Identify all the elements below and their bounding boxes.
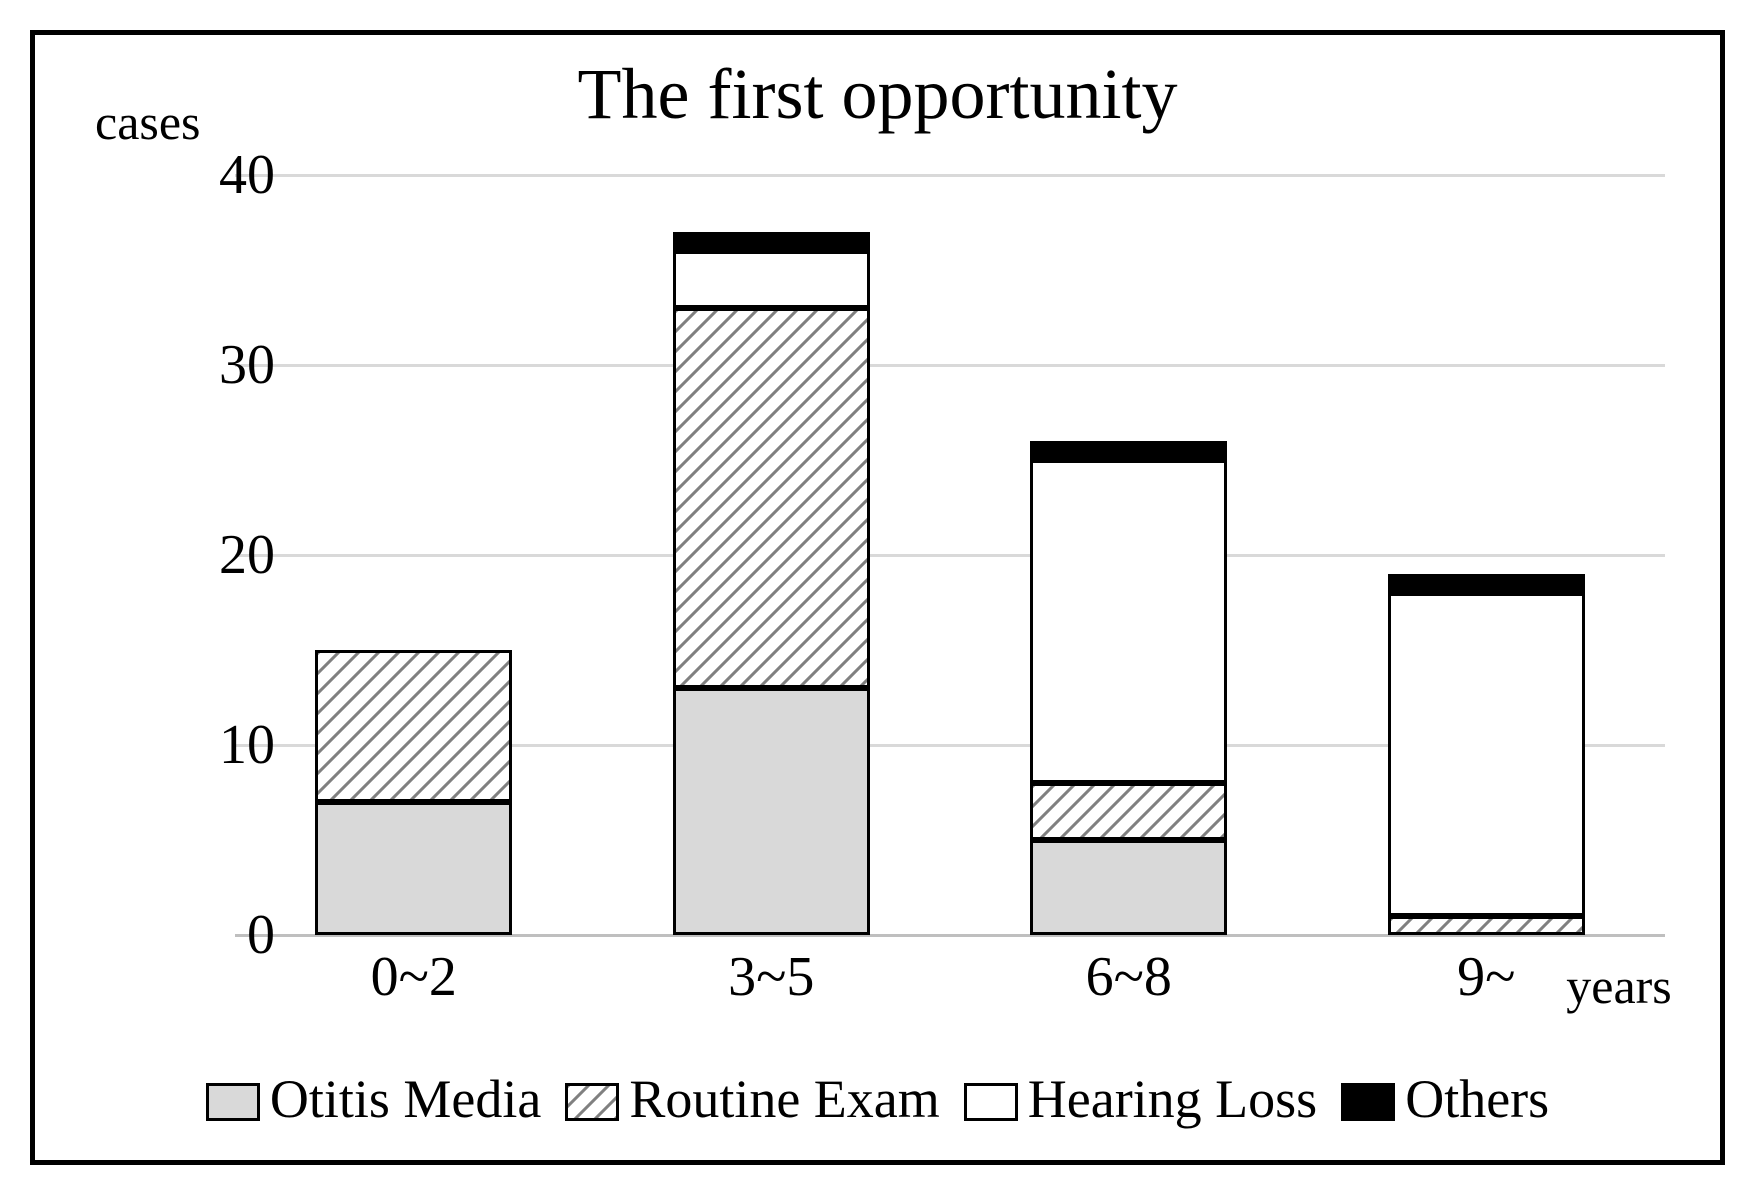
bar-segment bbox=[673, 308, 870, 688]
bar-segment bbox=[1388, 916, 1585, 935]
bar-group bbox=[1030, 175, 1227, 935]
plot-area bbox=[235, 175, 1665, 935]
legend-swatch bbox=[206, 1083, 260, 1121]
bar-segment bbox=[673, 232, 870, 251]
y-tick-label: 0 bbox=[247, 903, 275, 967]
legend-item: Routine Exam bbox=[565, 1068, 939, 1130]
legend-label: Otitis Media bbox=[270, 1069, 541, 1129]
y-axis-title: cases bbox=[95, 93, 201, 151]
x-axis-title: years bbox=[1566, 957, 1672, 1015]
legend-label: Hearing Loss bbox=[1028, 1069, 1317, 1129]
bar-group bbox=[1388, 175, 1585, 935]
bar-segment bbox=[1388, 593, 1585, 916]
bar-segment bbox=[1030, 840, 1227, 935]
legend-item: Hearing Loss bbox=[964, 1068, 1317, 1130]
bar-segment bbox=[1030, 441, 1227, 460]
legend-item: Others bbox=[1341, 1068, 1549, 1130]
x-tick-label: 6~8 bbox=[1086, 945, 1172, 1009]
y-tick-label: 20 bbox=[219, 523, 275, 587]
legend-label: Others bbox=[1405, 1069, 1549, 1129]
y-tick-label: 30 bbox=[219, 333, 275, 397]
legend-swatch bbox=[1341, 1083, 1395, 1121]
x-tick-label: 0~2 bbox=[371, 945, 457, 1009]
x-tick-label: 3~5 bbox=[728, 945, 814, 1009]
legend: Otitis Media Routine Exam Hearing Loss Othe… bbox=[35, 1068, 1720, 1130]
legend-swatch bbox=[964, 1083, 1018, 1121]
legend-swatch bbox=[565, 1083, 619, 1121]
bar-segment bbox=[673, 251, 870, 308]
chart-frame: The first opportunity cases 0 10 20 30 40 0~… bbox=[30, 30, 1725, 1165]
bar-segment bbox=[1030, 460, 1227, 783]
legend-item: Otitis Media bbox=[206, 1068, 541, 1130]
bar-segment bbox=[1030, 783, 1227, 840]
y-tick-label: 10 bbox=[219, 713, 275, 777]
x-tick-label: 9~ bbox=[1457, 945, 1515, 1009]
chart-title: The first opportunity bbox=[35, 53, 1720, 136]
bar-segment bbox=[1388, 574, 1585, 593]
bar-group bbox=[315, 175, 512, 935]
bar-group bbox=[673, 175, 870, 935]
legend-label: Routine Exam bbox=[629, 1069, 939, 1129]
y-tick-label: 40 bbox=[219, 143, 275, 207]
bar-segment bbox=[315, 650, 512, 802]
bar-segment bbox=[673, 688, 870, 935]
bar-segment bbox=[315, 802, 512, 935]
